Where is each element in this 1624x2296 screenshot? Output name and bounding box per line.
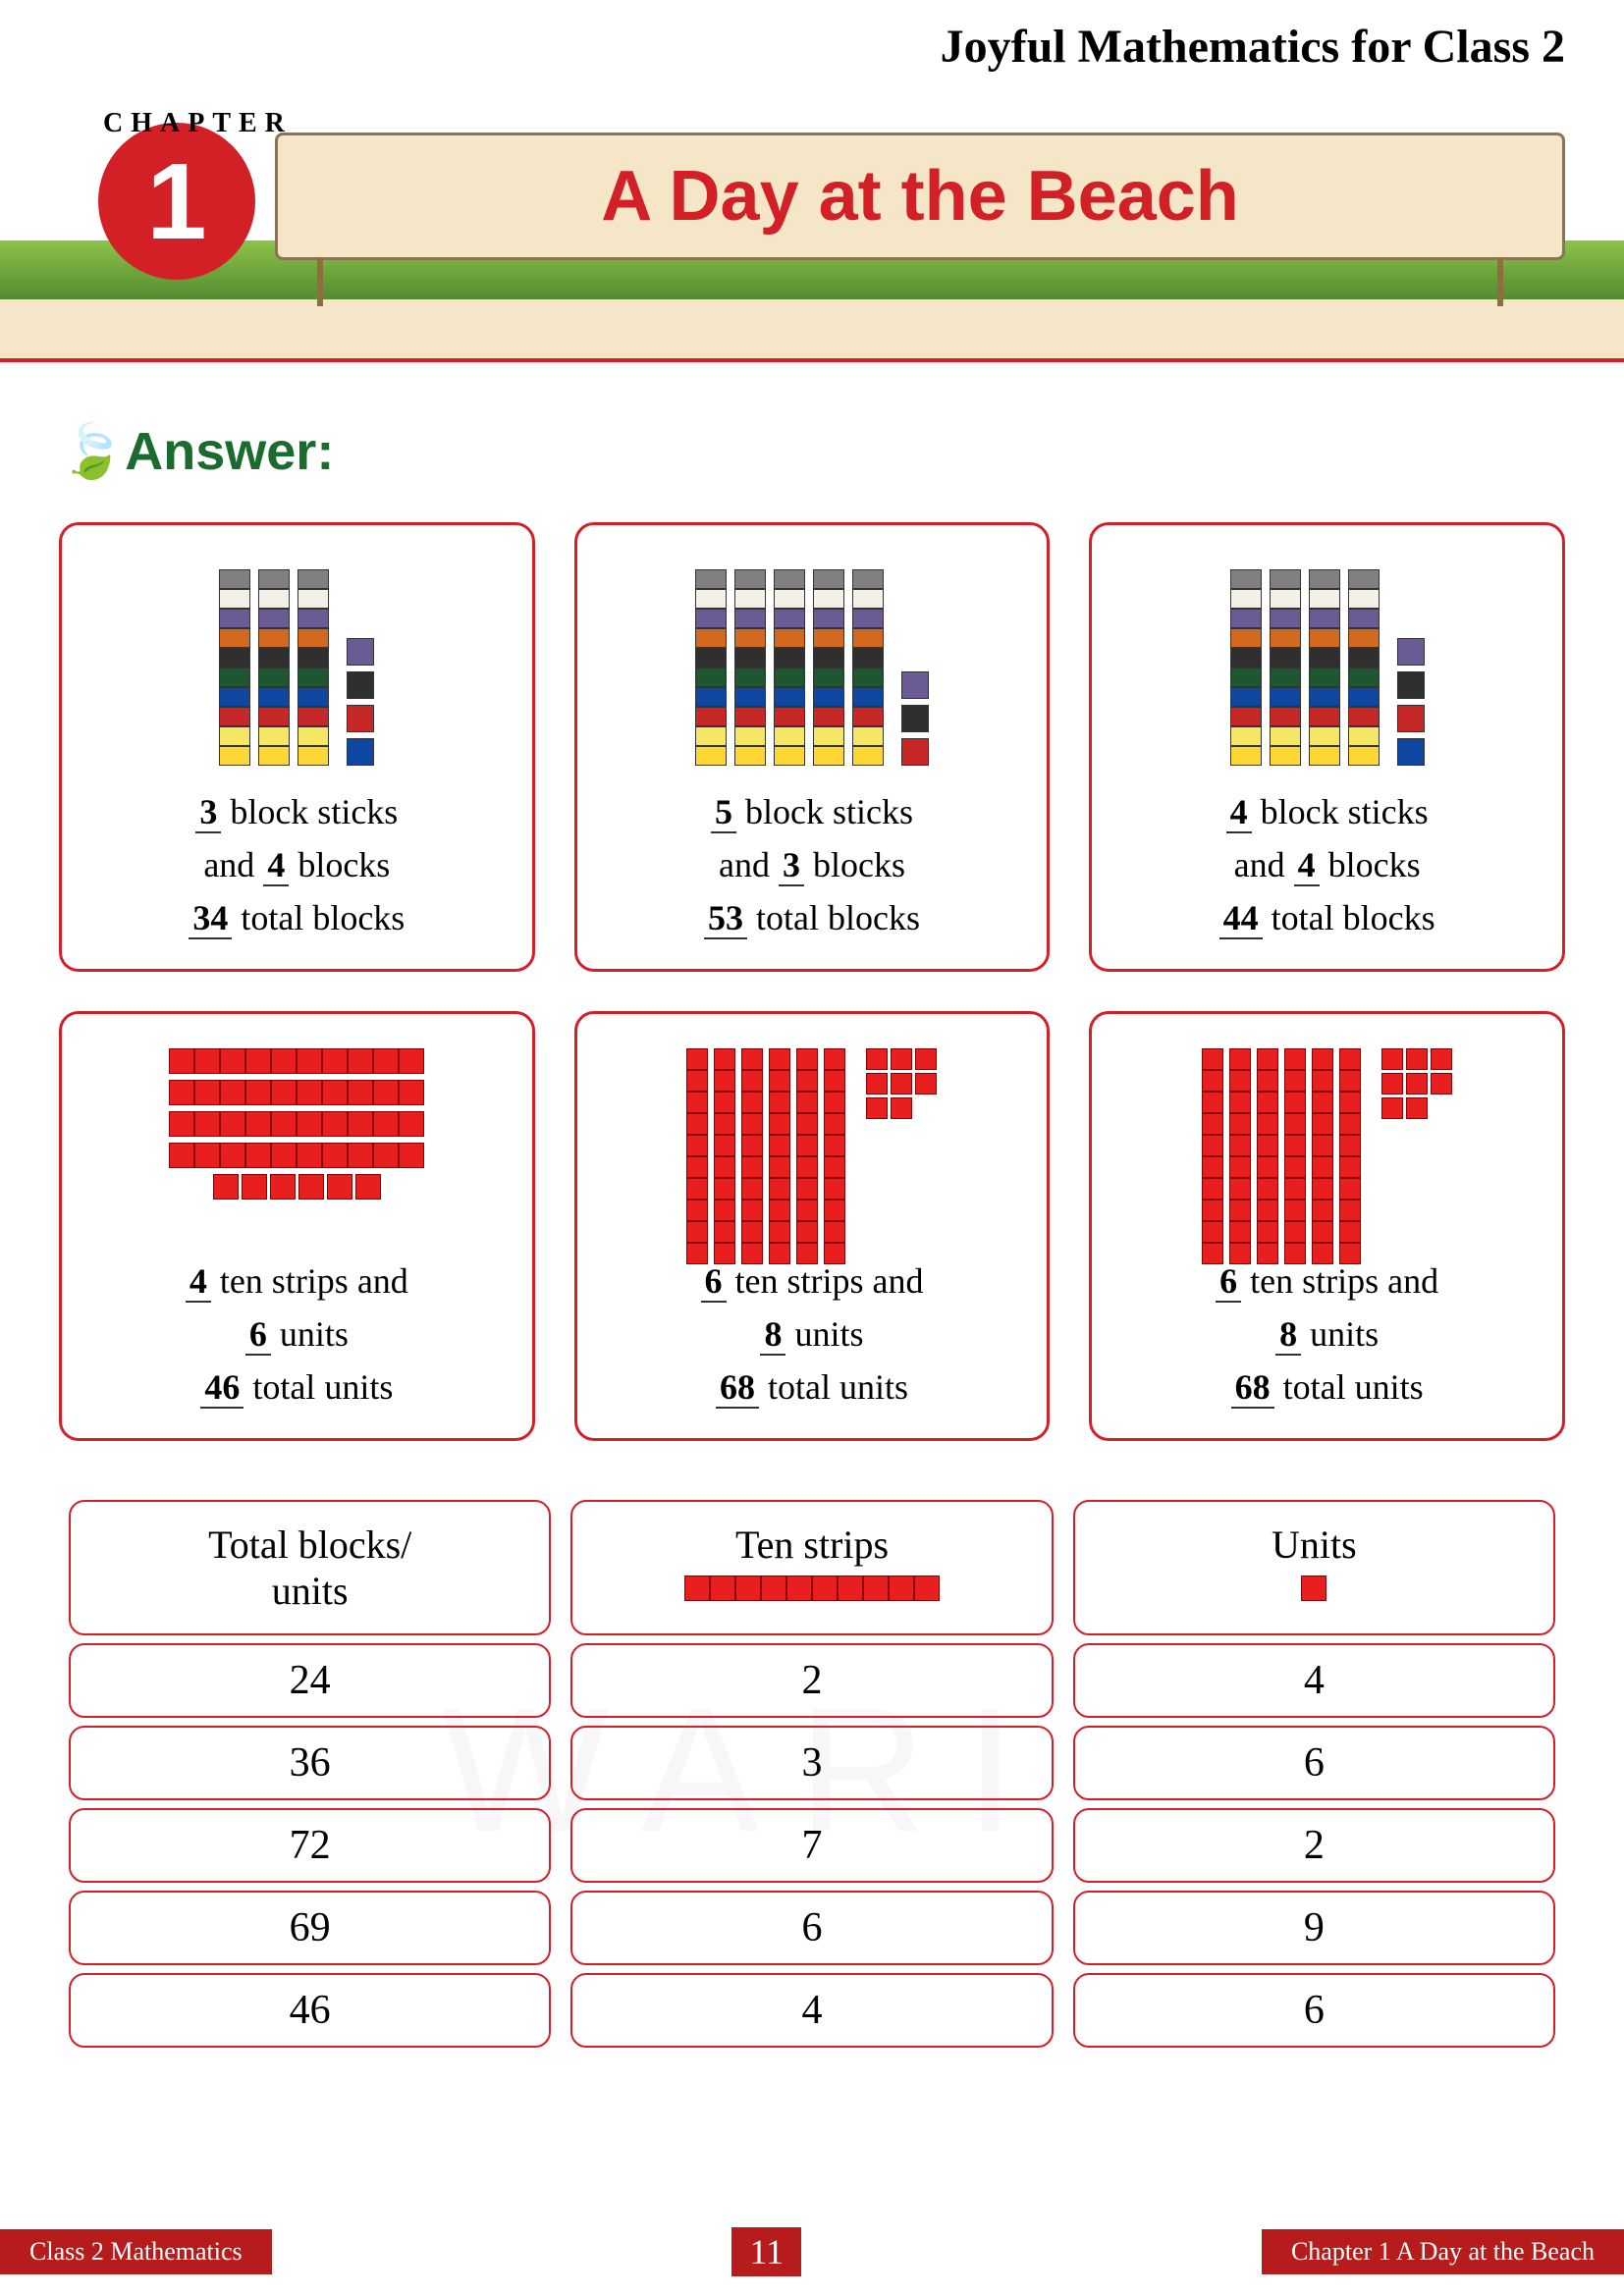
chapter-number: 1 bbox=[146, 139, 206, 264]
blocks-visual bbox=[602, 550, 1023, 766]
page-number: 11 bbox=[731, 2227, 801, 2276]
answer-card: 4 block sticks and 4 blocks 44 total blo… bbox=[1089, 522, 1565, 972]
book-title: Joyful Mathematics for Class 2 bbox=[0, 0, 1624, 83]
table-row: 46 46 bbox=[69, 1973, 1555, 2048]
chapter-badge: 1 bbox=[98, 123, 255, 280]
strips-visual bbox=[602, 1039, 1023, 1235]
table-cell: 4 bbox=[1073, 1643, 1555, 1718]
answer-label: 🍃Answer: bbox=[59, 421, 1565, 483]
chapter-banner: CHAPTER 1 A Day at the Beach bbox=[0, 83, 1624, 358]
table-cell: 2 bbox=[570, 1643, 1053, 1718]
card-text: 4 ten strips and 6 units 46 total units bbox=[86, 1255, 508, 1414]
card-text: 5 block sticks and 3 blocks 53 total blo… bbox=[602, 785, 1023, 944]
table-header: Units bbox=[1073, 1500, 1555, 1635]
table-cell: 24 bbox=[69, 1643, 551, 1718]
table-cell: 6 bbox=[1073, 1726, 1555, 1800]
answer-card: 3 block sticks and 4 blocks 34 total blo… bbox=[59, 522, 535, 972]
table-cell: 36 bbox=[69, 1726, 551, 1800]
table-cell: 69 bbox=[69, 1891, 551, 1965]
footer-left: Class 2 Mathematics bbox=[0, 2229, 272, 2274]
strips-visual bbox=[86, 1039, 508, 1235]
table-header: Total blocks/units bbox=[69, 1500, 551, 1635]
table-cell: 6 bbox=[1073, 1973, 1555, 2048]
table-row: 69 69 bbox=[69, 1891, 1555, 1965]
table-row: 24 24 bbox=[69, 1643, 1555, 1718]
answer-card: 6 ten strips and 8 units 68 total units bbox=[1089, 1011, 1565, 1441]
table-cell: 46 bbox=[69, 1973, 551, 2048]
blocks-visual bbox=[86, 550, 508, 766]
chapter-label: CHAPTER bbox=[103, 108, 293, 139]
answer-card: 6 ten strips and 8 units 68 total units bbox=[574, 1011, 1051, 1441]
table-cell: 4 bbox=[570, 1973, 1053, 2048]
table-header-row: Total blocks/unitsTen stripsUnits bbox=[69, 1500, 1555, 1635]
table-cell: 3 bbox=[570, 1726, 1053, 1800]
card-text: 6 ten strips and 8 units 68 total units bbox=[1116, 1255, 1538, 1414]
table-cell: 6 bbox=[570, 1891, 1053, 1965]
data-table: Total blocks/unitsTen stripsUnits2424363… bbox=[59, 1500, 1565, 2048]
footer: Class 2 Mathematics 11 Chapter 1 A Day a… bbox=[0, 2227, 1624, 2276]
answer-card: 4 ten strips and 6 units 46 total units bbox=[59, 1011, 535, 1441]
table-header: Ten strips bbox=[570, 1500, 1053, 1635]
card-text: 3 block sticks and 4 blocks 34 total blo… bbox=[86, 785, 508, 944]
blocks-visual bbox=[1116, 550, 1538, 766]
footer-right: Chapter 1 A Day at the Beach bbox=[1262, 2229, 1624, 2274]
answer-card: 5 block sticks and 3 blocks 53 total blo… bbox=[574, 522, 1051, 972]
title-scroll: A Day at the Beach bbox=[275, 133, 1565, 260]
table-cell: 9 bbox=[1073, 1891, 1555, 1965]
strips-visual bbox=[1116, 1039, 1538, 1235]
card-text: 6 ten strips and 8 units 68 total units bbox=[602, 1255, 1023, 1414]
table-cell: 7 bbox=[570, 1808, 1053, 1883]
table-cell: 72 bbox=[69, 1808, 551, 1883]
table-row: 36 36 bbox=[69, 1726, 1555, 1800]
card-text: 4 block sticks and 4 blocks 44 total blo… bbox=[1116, 785, 1538, 944]
table-cell: 2 bbox=[1073, 1808, 1555, 1883]
chapter-title: A Day at the Beach bbox=[601, 156, 1239, 237]
card-grid: 3 block sticks and 4 blocks 34 total blo… bbox=[59, 522, 1565, 1441]
table-row: 72 72 bbox=[69, 1808, 1555, 1883]
